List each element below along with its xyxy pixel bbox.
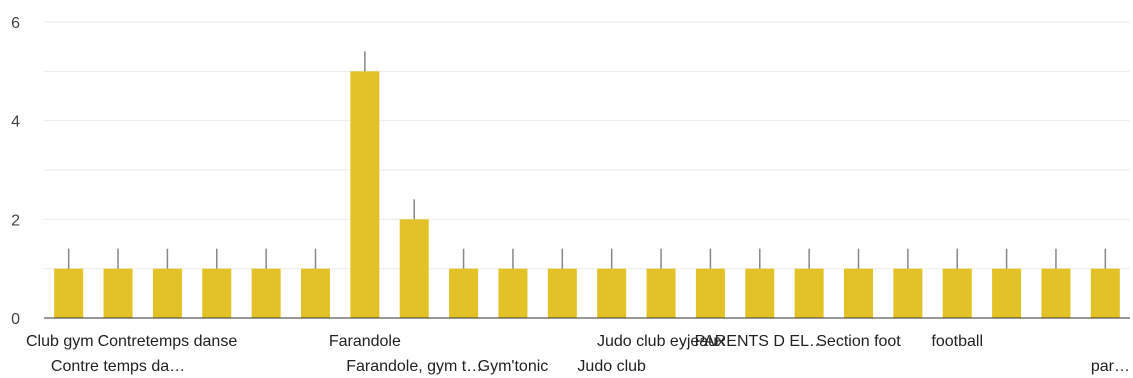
bar [1041,269,1070,318]
x-tick-label: Contre temps da… [51,358,185,375]
x-tick-label: Judo club [577,358,646,375]
x-tick-label: Farandole, gym t… [346,358,482,375]
bar [745,269,774,318]
bar [992,269,1021,318]
x-tick-label: PARENTS D EL… [695,333,825,350]
bar [1091,269,1120,318]
y-axis-ticks: 0 2 4 6 [11,15,20,328]
bar [795,269,824,318]
bar [104,269,133,318]
y-tick-label: 0 [11,311,20,328]
y-tick-label: 6 [11,15,20,32]
x-tick-label: Gym'tonic [478,358,549,375]
x-tick-label: Club gym [26,333,94,350]
bar [350,71,379,318]
gridlines [44,22,1130,269]
bar [449,269,478,318]
bar [498,269,527,318]
bar [943,269,972,318]
x-tick-label: Contretemps danse [98,333,238,350]
y-tick-label: 2 [11,212,20,229]
x-tick-label: football [931,333,983,350]
bar [54,269,83,318]
x-tick-label: par… [1091,358,1130,375]
bar [548,269,577,318]
bar [597,269,626,318]
bar [844,269,873,318]
bar [647,269,676,318]
bar [696,269,725,318]
bar [301,269,330,318]
y-tick-label: 4 [11,114,20,131]
x-tick-label: Section foot [816,333,901,350]
x-axis-ticks: Club gym Contre temps da… Contretemps dans… [26,333,1130,375]
bar [400,219,429,318]
bar [153,269,182,318]
bar [893,269,922,318]
bar [252,269,281,318]
x-tick-label: Farandole [329,333,401,350]
bars [54,51,1120,318]
bar [202,269,231,318]
